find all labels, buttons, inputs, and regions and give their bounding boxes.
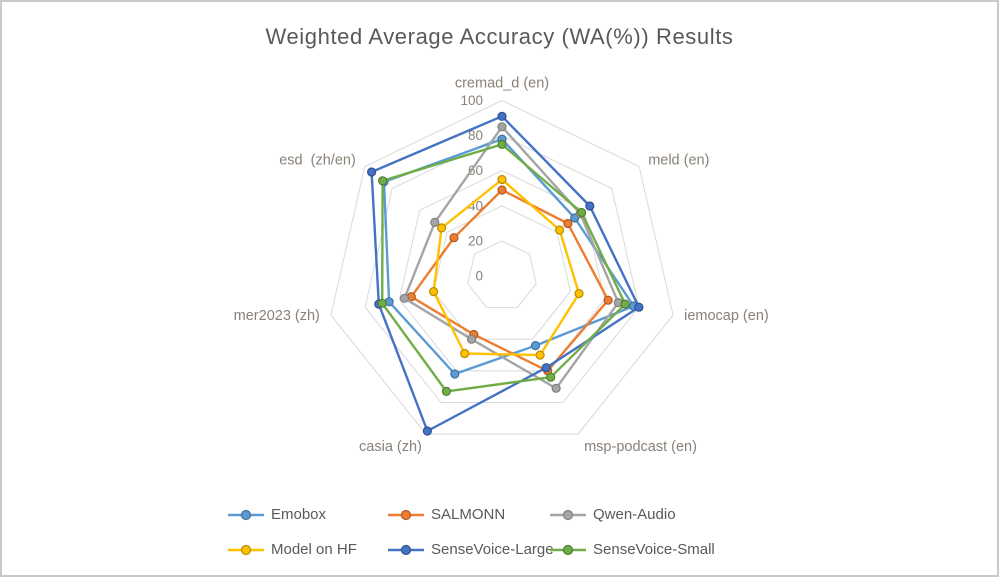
data-point-marker[interactable] [541, 363, 551, 373]
data-point-marker[interactable] [634, 302, 644, 312]
tick-label: 60 [468, 163, 483, 178]
legend-marker-icon [388, 509, 424, 521]
axis-label-mer2023-zh: mer2023 (zh) [234, 308, 320, 324]
axis-label-cremad-d-en: cremad_d (en) [455, 76, 549, 92]
legend-label: SenseVoice-Small [593, 541, 715, 558]
data-point-marker[interactable] [450, 369, 460, 379]
data-point-marker[interactable] [497, 111, 507, 121]
data-point-marker[interactable] [367, 167, 377, 177]
data-point-marker[interactable] [497, 185, 507, 195]
legend-label: SALMONN [431, 506, 506, 523]
data-point-marker[interactable] [377, 298, 387, 308]
tick-label: 80 [468, 128, 483, 143]
axis-label-msp-podcast-en: msp-podcast (en) [584, 439, 697, 455]
axis-label-iemocap-en: iemocap (en) [684, 308, 769, 324]
axis-label-casia-zh: casia (zh) [359, 439, 422, 455]
data-point-marker[interactable] [378, 176, 388, 186]
legend-item-emobox[interactable]: Emobox [227, 505, 326, 525]
data-point-marker[interactable] [430, 217, 440, 227]
legend-item-model-on-hf[interactable]: Model on HF [227, 540, 357, 560]
category-axis-labels: cremad_d (en) meld (en) iemocap (en) msp-po… [234, 76, 769, 456]
series-line-sensevoice-large[interactable] [370, 115, 641, 433]
legend-marker-icon [228, 544, 264, 556]
tick-label: 40 [468, 198, 483, 213]
legend-item-sensevoice-small[interactable]: SenseVoice-Small [549, 540, 715, 560]
data-point-marker[interactable] [530, 341, 541, 351]
data-point-marker[interactable] [497, 174, 507, 185]
series-sensevoice-large[interactable] [367, 111, 644, 436]
data-point-marker[interactable] [449, 233, 459, 243]
legend-item-qwen-audio[interactable]: Qwen-Audio [549, 505, 676, 525]
legend-label: Qwen-Audio [593, 506, 676, 523]
series-line-emobox[interactable] [382, 137, 635, 376]
data-point-marker[interactable] [603, 295, 613, 305]
series-line-sensevoice-small[interactable] [381, 143, 627, 393]
legend-marker-icon [550, 509, 586, 521]
data-point-marker[interactable] [620, 299, 630, 309]
tick-label: 0 [475, 269, 483, 284]
legend-label: SenseVoice-Large [431, 541, 554, 558]
data-point-marker[interactable] [429, 287, 439, 297]
data-point-marker[interactable] [551, 383, 561, 393]
legend-label: Model on HF [271, 541, 357, 558]
data-point-marker[interactable] [535, 350, 545, 360]
data-point-marker[interactable] [441, 386, 451, 396]
data-point-marker[interactable] [497, 122, 507, 132]
data-point-marker[interactable] [554, 225, 565, 235]
chart-title: Weighted Average Accuracy (WA(%)) Result… [265, 24, 734, 49]
legend-marker-icon [550, 544, 586, 556]
legend-marker-icon [388, 544, 424, 556]
axis-label-esd-zh-en: esd (zh/en) [279, 153, 356, 169]
legend-item-sensevoice-large[interactable]: SenseVoice-Large [387, 540, 554, 560]
data-point-marker[interactable] [576, 207, 587, 218]
series-line-salmonn[interactable] [410, 188, 610, 373]
data-point-marker[interactable] [563, 218, 573, 229]
data-point-marker[interactable] [497, 139, 507, 149]
data-point-marker[interactable] [574, 289, 584, 299]
series-line-model-on-hf[interactable] [432, 178, 581, 357]
tick-label: 20 [468, 233, 483, 248]
data-point-marker[interactable] [399, 293, 410, 303]
series-model-on-hf[interactable] [429, 174, 584, 360]
data-point-marker[interactable] [422, 426, 432, 436]
data-point-marker[interactable] [546, 372, 556, 382]
tick-label: 100 [460, 93, 483, 108]
data-point-marker[interactable] [585, 201, 595, 211]
data-point-marker[interactable] [466, 334, 477, 344]
axis-label-meld-en: meld (en) [648, 153, 709, 169]
legend-item-salmonn[interactable]: SALMONN [387, 505, 505, 525]
series-line-qwen-audio[interactable] [403, 125, 620, 390]
data-point-marker[interactable] [460, 348, 470, 359]
radial-axis-tick-labels: 0 20 40 60 80 100 [460, 93, 483, 284]
legend-label: Emobox [271, 506, 327, 523]
legend-marker-icon [228, 509, 264, 521]
data-point-marker[interactable] [437, 223, 447, 233]
series-sensevoice-small[interactable] [377, 139, 630, 396]
